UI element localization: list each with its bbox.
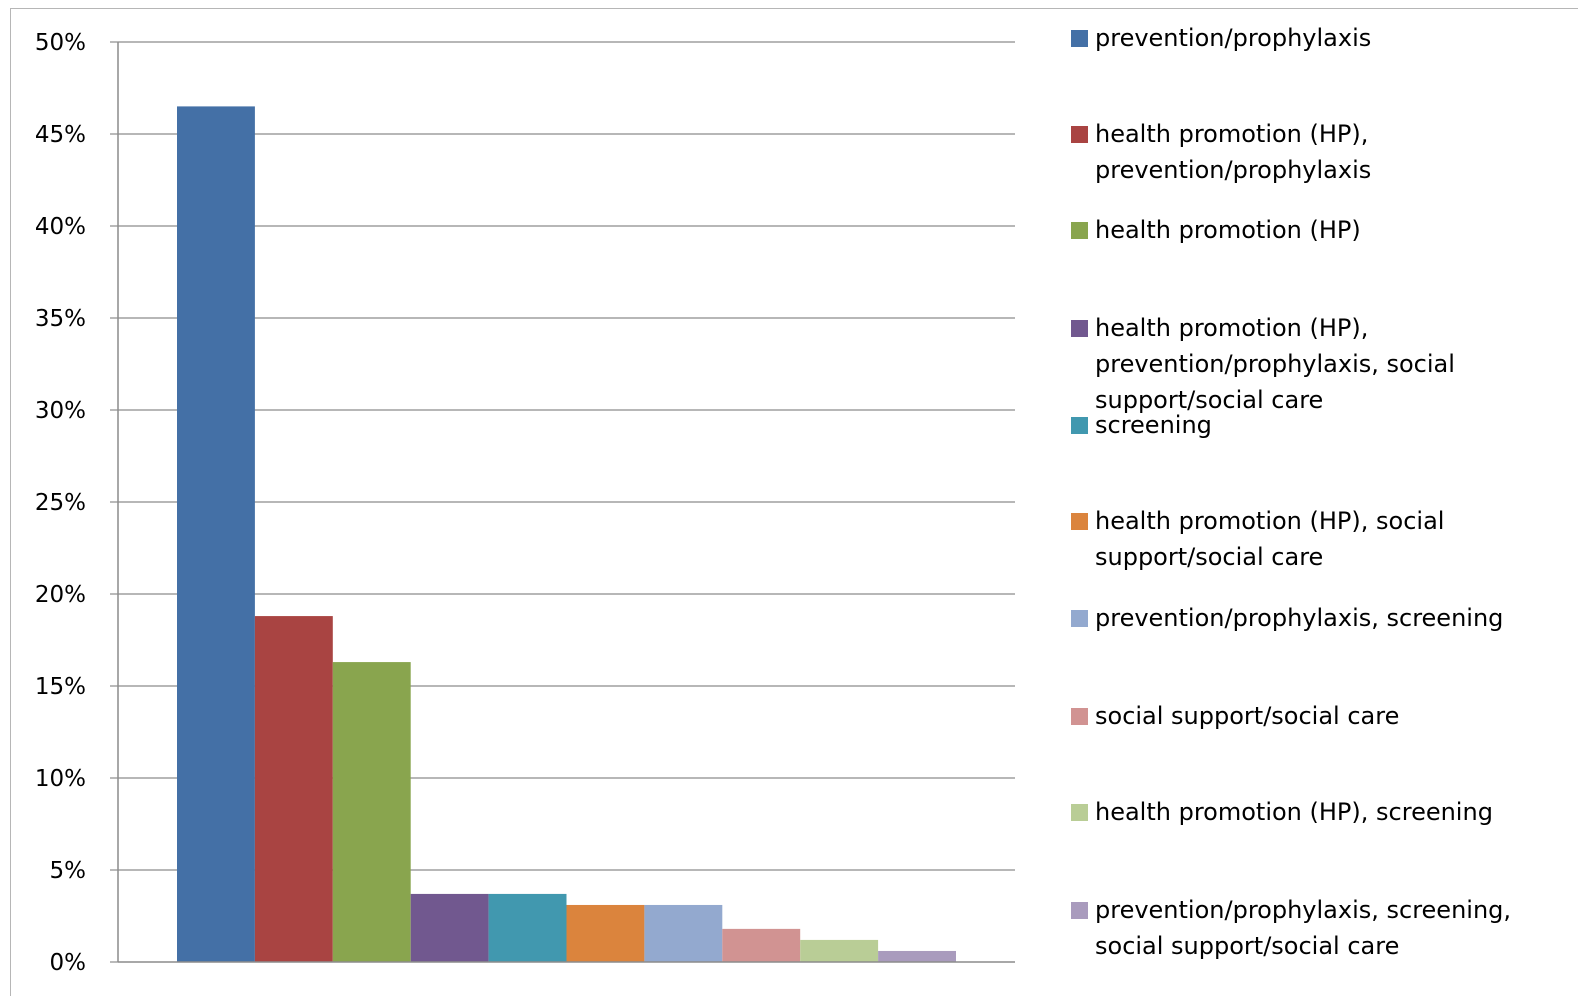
legend-label-line: health promotion (HP), [1095, 314, 1368, 342]
y-tick-label: 35% [35, 306, 86, 332]
legend-label-line: support/social care [1095, 386, 1323, 414]
y-tick-label: 40% [35, 214, 86, 240]
legend-label-line: prevention/prophylaxis, screening, [1095, 896, 1511, 924]
legend-item-1: prevention/prophylaxis [1071, 24, 1371, 52]
y-tick-label: 50% [35, 30, 86, 56]
y-tick-label: 45% [35, 122, 86, 148]
legend-label-line: social support/social care [1095, 702, 1399, 730]
bar-8 [722, 928, 801, 962]
legend-item-8: social support/social care [1071, 702, 1399, 730]
bar-10 [878, 950, 956, 962]
legend-label-line: health promotion (HP), screening [1095, 798, 1493, 826]
y-tick-label: 0% [50, 950, 87, 976]
y-tick-label: 5% [50, 858, 87, 884]
legend-swatch [1071, 417, 1088, 434]
legend-item-5: screening [1071, 411, 1212, 439]
chart-frame [10, 8, 1578, 996]
legend-label-line: health promotion (HP), social [1095, 507, 1444, 535]
legend-swatch [1071, 30, 1088, 47]
legend-item-3: health promotion (HP) [1071, 216, 1361, 244]
legend-item-4: health promotion (HP), prevention/prophyl… [1071, 314, 1455, 414]
legend-label-line: health promotion (HP) [1095, 216, 1361, 244]
y-axis-tick-labels: 50% 45% 40% 35% 30% 25% 20% 15% 10% 5% 0% [35, 30, 118, 976]
legend-label-line: prevention/prophylaxis [1095, 24, 1371, 52]
legend-label-line: prevention/prophylaxis, screening [1095, 604, 1503, 632]
legend-swatch [1071, 902, 1088, 919]
legend-label-line: social support/social care [1095, 932, 1399, 960]
legend-label-line: prevention/prophylaxis, social [1095, 350, 1455, 378]
bar-5 [488, 893, 567, 962]
legend-swatch [1071, 126, 1088, 143]
legend-label-line: prevention/prophylaxis [1095, 156, 1371, 184]
bar-1 [177, 106, 255, 962]
legend-label-line: health promotion (HP), [1095, 120, 1368, 148]
legend-label-line: screening [1095, 411, 1212, 439]
y-tick-label: 25% [35, 490, 86, 516]
legend-item-9: health promotion (HP), screening [1071, 798, 1493, 826]
legend-item-7: prevention/prophylaxis, screening [1071, 604, 1503, 632]
bar-9 [800, 939, 879, 962]
y-tick-label: 15% [35, 674, 86, 700]
bar-3 [332, 662, 411, 962]
legend-item-2: health promotion (HP), prevention/prophyl… [1071, 120, 1371, 184]
legend-swatch [1071, 513, 1088, 530]
y-tick-label: 10% [35, 766, 86, 792]
bar-6 [566, 904, 645, 962]
legend-item-6: health promotion (HP), social support/soc… [1071, 507, 1444, 571]
y-tick-label: 20% [35, 582, 86, 608]
y-tick-label: 30% [35, 398, 86, 424]
legend-swatch [1071, 320, 1088, 337]
legend-swatch [1071, 610, 1088, 627]
legend-item-10: prevention/prophylaxis, screening, social… [1071, 896, 1511, 960]
legend-swatch [1071, 222, 1088, 239]
bar-7 [644, 904, 723, 962]
legend-swatch [1071, 804, 1088, 821]
bar-2 [254, 616, 333, 962]
bar-4 [410, 893, 489, 962]
legend-swatch [1071, 708, 1088, 725]
bars [177, 106, 956, 962]
legend-label-line: support/social care [1095, 543, 1323, 571]
